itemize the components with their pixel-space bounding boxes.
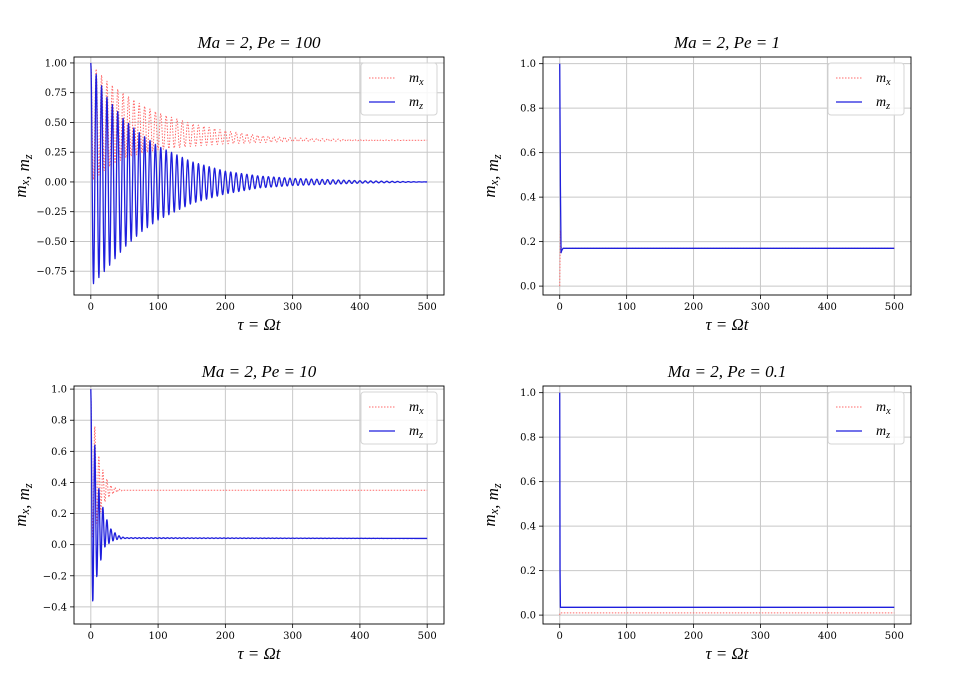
x-tick-label: 0 xyxy=(88,302,94,313)
series-line-mx xyxy=(90,62,428,181)
y-tick-label: 0.6 xyxy=(520,148,536,159)
legend-entry: mz xyxy=(876,424,890,441)
y-tick-label: 1.0 xyxy=(520,388,536,399)
legend-entry: mx xyxy=(876,400,891,417)
legend-entry: mx xyxy=(876,71,891,88)
y-tick-label: −0.50 xyxy=(36,237,67,248)
y-tick-label: 0.4 xyxy=(520,193,536,204)
chart-title: Ma = 2, Pe = 10 xyxy=(201,362,317,381)
y-tick-label: 0.00 xyxy=(45,177,67,188)
chart-panel-3: 0 100 200 300 400 500 −0.4 −0.2 0.0 0.2 0.4 0.6 0.8 1… xyxy=(11,362,445,663)
y-tick-label: −0.4 xyxy=(43,602,67,613)
legend-entry: mx xyxy=(409,71,424,88)
y-tick-label: 0.4 xyxy=(520,522,536,533)
y-tick-label: 0.0 xyxy=(520,282,536,293)
axes-frame xyxy=(542,56,912,296)
x-axis-label: τ = Ωt xyxy=(705,315,749,334)
legend-entry: mx xyxy=(409,400,424,417)
y-tick-label: 0.75 xyxy=(45,88,67,99)
y-tick-label: 0.4 xyxy=(51,478,67,489)
y-tick-label: 0.2 xyxy=(520,566,536,577)
y-axis-label: mx, mz xyxy=(11,154,35,198)
y-tick-label: 0.0 xyxy=(520,611,536,622)
legend: mx mz xyxy=(827,391,905,445)
series-line-mx xyxy=(559,612,895,616)
y-tick-label: 0.8 xyxy=(520,104,536,115)
x-tick-label: 500 xyxy=(418,302,437,313)
y-tick-label: 0.8 xyxy=(520,433,536,444)
series-line-mz xyxy=(559,63,895,254)
x-tick-label: 0 xyxy=(557,302,563,313)
series-line-mz xyxy=(90,62,428,285)
x-tick-label: 500 xyxy=(885,631,904,642)
x-tick-label: 200 xyxy=(684,302,703,313)
x-tick-label: 200 xyxy=(684,631,703,642)
x-tick-label: 300 xyxy=(751,302,770,313)
x-tick-label: 400 xyxy=(818,302,837,313)
x-tick-label: 0 xyxy=(88,631,94,642)
legend: mx mz xyxy=(360,391,438,445)
legend: mx mz xyxy=(827,62,905,116)
chart-title: Ma = 2, Pe = 0.1 xyxy=(667,362,787,381)
y-tick-label: −0.25 xyxy=(36,207,67,218)
series-line-mz xyxy=(559,392,895,608)
y-tick-label: 1.0 xyxy=(51,385,67,396)
x-tick-label: 100 xyxy=(149,631,168,642)
x-tick-label: 400 xyxy=(350,631,369,642)
legend-box xyxy=(827,391,905,445)
y-tick-label: 0.6 xyxy=(51,447,67,458)
axes-frame xyxy=(73,56,445,296)
y-tick-label: 0.25 xyxy=(45,148,67,159)
x-tick-label: 300 xyxy=(283,631,302,642)
chart-title: Ma = 2, Pe = 1 xyxy=(673,33,780,52)
legend-box xyxy=(360,62,438,116)
x-axis-label: τ = Ωt xyxy=(237,644,281,663)
x-axis-label: τ = Ωt xyxy=(237,315,281,334)
chart-panel-2: 0 100 200 300 400 500 0.0 0.2 0.4 0.6 0.8 1.0 Ma = 2… xyxy=(480,33,912,334)
x-tick-label: 200 xyxy=(216,302,235,313)
y-tick-label: −0.75 xyxy=(36,267,67,278)
chart-panel-4: 0 100 200 300 400 500 0.0 0.2 0.4 0.6 0.8 1.0 Ma = 2… xyxy=(480,362,912,663)
x-axis-label: τ = Ωt xyxy=(705,644,749,663)
x-tick-label: 200 xyxy=(216,631,235,642)
y-axis-label: mx, mz xyxy=(480,483,504,527)
x-tick-label: 500 xyxy=(418,631,437,642)
y-tick-label: 0.8 xyxy=(51,416,67,427)
y-axis-label: mx, mz xyxy=(11,483,35,527)
x-tick-label: 0 xyxy=(557,631,563,642)
legend: mx mz xyxy=(360,62,438,116)
x-tick-label: 100 xyxy=(617,302,636,313)
series-line-mx xyxy=(90,389,428,538)
y-tick-label: 0.2 xyxy=(51,509,67,520)
y-tick-label: 0.2 xyxy=(520,237,536,248)
legend-entry: mz xyxy=(409,424,423,441)
y-tick-label: 0.50 xyxy=(45,118,67,129)
series-line-mx xyxy=(559,230,895,287)
y-tick-label: 0.0 xyxy=(51,540,67,551)
x-tick-label: 400 xyxy=(350,302,369,313)
chart-title: Ma = 2, Pe = 100 xyxy=(196,33,321,52)
x-tick-label: 300 xyxy=(283,302,302,313)
x-tick-label: 400 xyxy=(818,631,837,642)
x-tick-label: 500 xyxy=(885,302,904,313)
axes-frame xyxy=(542,385,912,625)
y-tick-label: 1.00 xyxy=(45,58,67,69)
legend-box xyxy=(360,391,438,445)
y-tick-label: 0.6 xyxy=(520,477,536,488)
x-tick-label: 300 xyxy=(751,631,770,642)
y-tick-label: 1.0 xyxy=(520,59,536,70)
legend-box xyxy=(827,62,905,116)
legend-entry: mz xyxy=(409,95,423,112)
axes-frame xyxy=(73,385,445,625)
x-tick-label: 100 xyxy=(617,631,636,642)
chart-panel-1: 0 100 200 300 400 500 −0.75 −0.50 −0.25 0.00 0.25 0… xyxy=(11,33,445,334)
y-tick-label: −0.2 xyxy=(43,571,67,582)
legend-entry: mz xyxy=(876,95,890,112)
y-axis-label: mx, mz xyxy=(480,154,504,198)
x-tick-label: 100 xyxy=(149,302,168,313)
series-line-mz xyxy=(90,389,428,602)
